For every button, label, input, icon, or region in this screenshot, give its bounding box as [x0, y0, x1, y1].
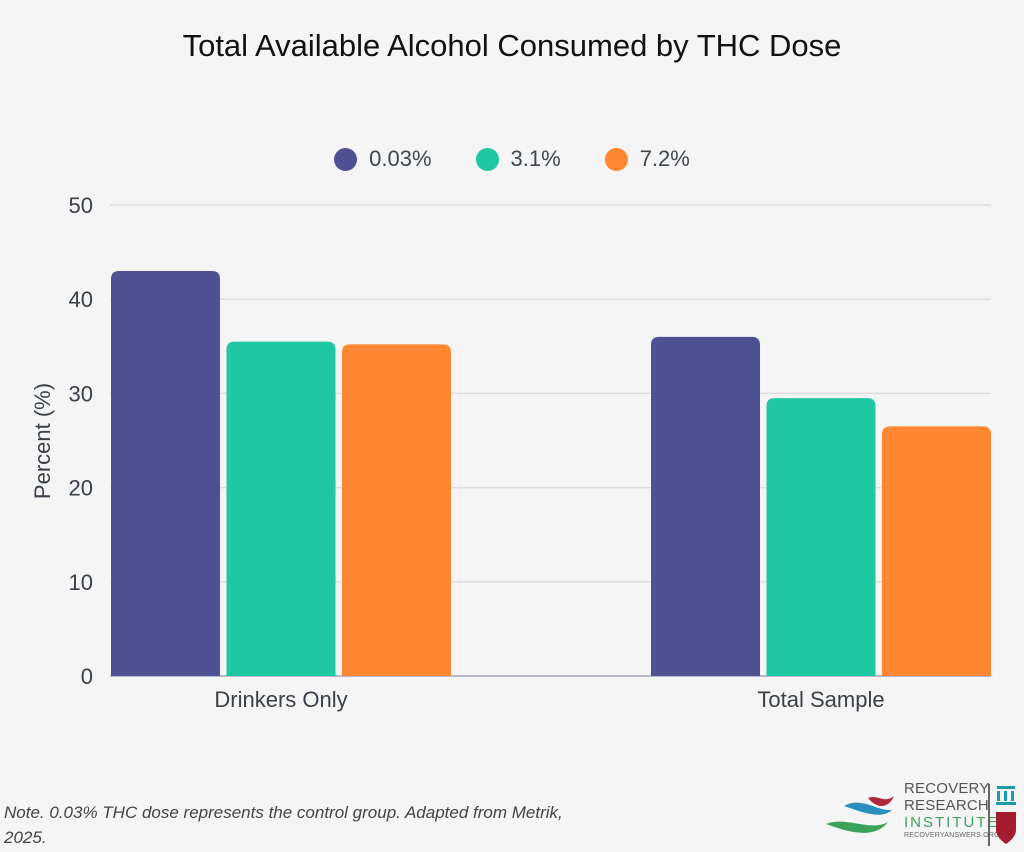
logo-divider	[988, 784, 990, 846]
logo: RECOVERY RESEARCH INSTITUTE RECOVERYANSW…	[822, 778, 1022, 850]
bar	[766, 398, 876, 676]
chart-title: Total Available Alcohol Consumed by THC …	[182, 28, 842, 63]
legend-swatch	[475, 147, 499, 171]
logo-url: RECOVERYANSWERS.ORG	[904, 832, 1000, 839]
bar	[111, 270, 220, 676]
y-tick-label: 20	[69, 476, 93, 501]
bar	[651, 336, 760, 676]
x-tick-label: Drinkers Only	[214, 687, 347, 712]
y-tick-label: 0	[81, 664, 93, 689]
legend-item: 0.03%	[334, 146, 432, 172]
bar-chart: 0 10 20 30 40 50 Drinkers Only Total Sample Pe…	[30, 193, 991, 712]
y-tick-label: 40	[69, 287, 93, 312]
bar	[226, 341, 336, 676]
legend-label: 7.2%	[639, 146, 690, 171]
logo-line2: RESEARCH	[904, 797, 989, 814]
legend-label: 3.1%	[510, 146, 561, 171]
legend-item: 3.1%	[475, 146, 561, 172]
legend-item: 7.2%	[604, 146, 690, 172]
legend-label: 0.03%	[369, 146, 432, 171]
logo-line3: INSTITUTE	[904, 814, 1000, 831]
y-axis-label: Percent (%)	[30, 383, 55, 499]
bar	[882, 426, 991, 676]
y-tick-label: 30	[69, 381, 93, 406]
y-tick-label: 50	[69, 193, 93, 218]
legend-swatch	[604, 147, 628, 171]
harvard-shield-icon	[996, 786, 1016, 844]
bar	[342, 344, 451, 676]
logo-line1: RECOVERY	[904, 780, 990, 797]
y-tick-label: 10	[69, 570, 93, 595]
legend-swatch	[334, 147, 358, 171]
legend: 0.03% 3.1% 7.2%	[0, 146, 1024, 172]
logo-leaves-icon	[826, 796, 894, 833]
x-tick-label: Total Sample	[757, 687, 884, 712]
footnote: Note. 0.03% THC dose represents the cont…	[4, 803, 563, 847]
